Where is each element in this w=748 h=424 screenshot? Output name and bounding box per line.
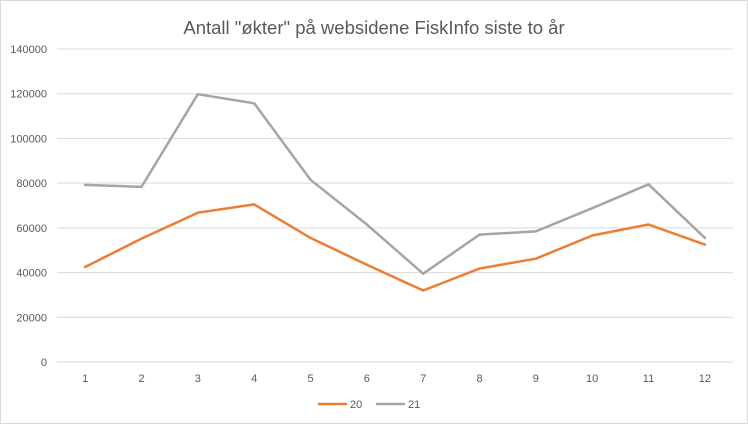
- data-point-20: [140, 237, 143, 240]
- legend-item-21: 21: [375, 399, 420, 411]
- y-axis-ticks: 0 20000 40000 60000 80000 100000 120000 140000: [10, 44, 47, 369]
- data-point-20: [647, 223, 650, 226]
- legend-label: 20: [350, 399, 362, 411]
- data-point-20: [252, 203, 256, 206]
- data-point-21: [252, 102, 256, 105]
- x-tick-label: 11: [643, 373, 654, 385]
- data-point-20: [365, 263, 369, 266]
- x-axis-ticks: 1 2 3 4 5 6 7 8 9 10 11 12: [82, 373, 711, 385]
- y-tick-label: 80000: [16, 178, 47, 190]
- y-tick-label: 60000: [16, 223, 47, 235]
- gridlines: [57, 48, 733, 363]
- legend-item-20: 20: [317, 399, 362, 411]
- data-point-21: [478, 233, 481, 236]
- x-tick-label: 12: [699, 373, 711, 385]
- data-point-21: [196, 92, 200, 96]
- series-lines: [83, 92, 707, 292]
- data-point-20: [534, 257, 538, 260]
- data-point-21: [421, 272, 425, 275]
- data-point-21: [140, 185, 143, 189]
- data-point-20: [83, 265, 87, 269]
- data-point-20: [478, 267, 481, 270]
- data-point-20: [590, 234, 594, 237]
- x-tick-label: 9: [533, 373, 539, 385]
- x-tick-label: 6: [364, 373, 370, 385]
- data-point-20: [196, 211, 200, 214]
- x-tick-label: 5: [307, 373, 313, 385]
- data-point-21: [83, 183, 87, 187]
- data-point-20: [421, 289, 425, 292]
- legend-label: 21: [408, 399, 420, 411]
- series-line-20: [83, 203, 707, 292]
- x-tick-label: 7: [420, 373, 426, 385]
- series-line-21: [83, 92, 707, 275]
- data-point-21: [590, 206, 594, 210]
- x-tick-label: 4: [251, 373, 257, 385]
- data-point-21: [647, 183, 650, 186]
- y-tick-label: 0: [41, 357, 47, 369]
- chart-title: Antall "økter" på websidene FiskInfo sis…: [183, 17, 564, 38]
- y-tick-label: 140000: [10, 44, 47, 56]
- y-tick-label: 40000: [16, 268, 47, 280]
- data-point-21: [365, 223, 369, 226]
- y-tick-label: 100000: [10, 133, 47, 145]
- data-point-21: [309, 178, 312, 181]
- data-point-21: [703, 236, 707, 240]
- data-point-20: [309, 236, 312, 240]
- data-point-20: [703, 243, 707, 246]
- x-tick-label: 1: [82, 373, 88, 385]
- data-point-21: [534, 230, 538, 233]
- x-tick-label: 2: [138, 373, 144, 385]
- x-tick-label: 10: [586, 373, 598, 385]
- x-tick-label: 3: [195, 373, 201, 385]
- y-tick-label: 20000: [16, 312, 47, 324]
- y-tick-label: 120000: [10, 89, 47, 101]
- x-tick-label: 8: [476, 373, 482, 385]
- legend: 20 21: [317, 399, 420, 411]
